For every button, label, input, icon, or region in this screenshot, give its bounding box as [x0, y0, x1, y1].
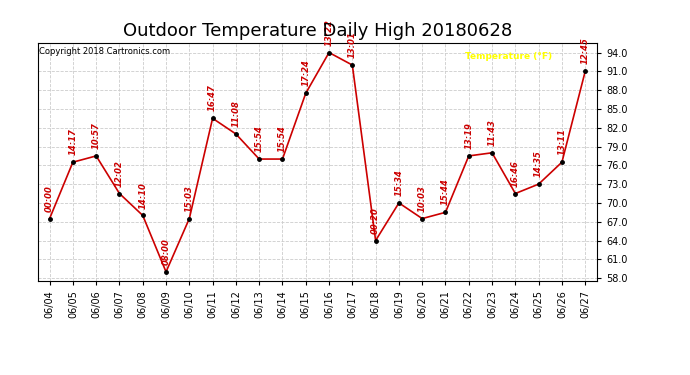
- Text: 15:44: 15:44: [441, 178, 450, 206]
- Text: 16:47: 16:47: [208, 84, 217, 111]
- Text: 13:22: 13:22: [324, 19, 333, 46]
- Text: 11:08: 11:08: [231, 100, 240, 127]
- Text: 00:20: 00:20: [371, 207, 380, 234]
- Text: 14:10: 14:10: [138, 182, 147, 209]
- Text: 12:02: 12:02: [115, 160, 124, 187]
- Text: 00:00: 00:00: [45, 185, 54, 211]
- Text: 13:11: 13:11: [558, 128, 566, 155]
- Text: 17:24: 17:24: [302, 59, 310, 86]
- Text: 14:17: 14:17: [68, 128, 77, 155]
- Text: 15:34: 15:34: [395, 169, 404, 196]
- Text: 15:54: 15:54: [255, 125, 264, 152]
- Title: Outdoor Temperature Daily High 20180628: Outdoor Temperature Daily High 20180628: [123, 22, 512, 40]
- Text: 16:46: 16:46: [511, 160, 520, 187]
- Text: 12:45: 12:45: [581, 38, 590, 64]
- Text: 11:43: 11:43: [488, 119, 497, 146]
- Text: 14:35: 14:35: [534, 150, 543, 177]
- Text: 13:01: 13:01: [348, 31, 357, 58]
- Text: 15:54: 15:54: [278, 125, 287, 152]
- Text: Copyright 2018 Cartronics.com: Copyright 2018 Cartronics.com: [39, 47, 170, 56]
- Text: 08:00: 08:00: [161, 238, 170, 265]
- Text: 10:03: 10:03: [417, 185, 426, 211]
- Text: 10:57: 10:57: [92, 122, 101, 149]
- Text: 15:03: 15:03: [185, 185, 194, 211]
- Text: 13:19: 13:19: [464, 122, 473, 149]
